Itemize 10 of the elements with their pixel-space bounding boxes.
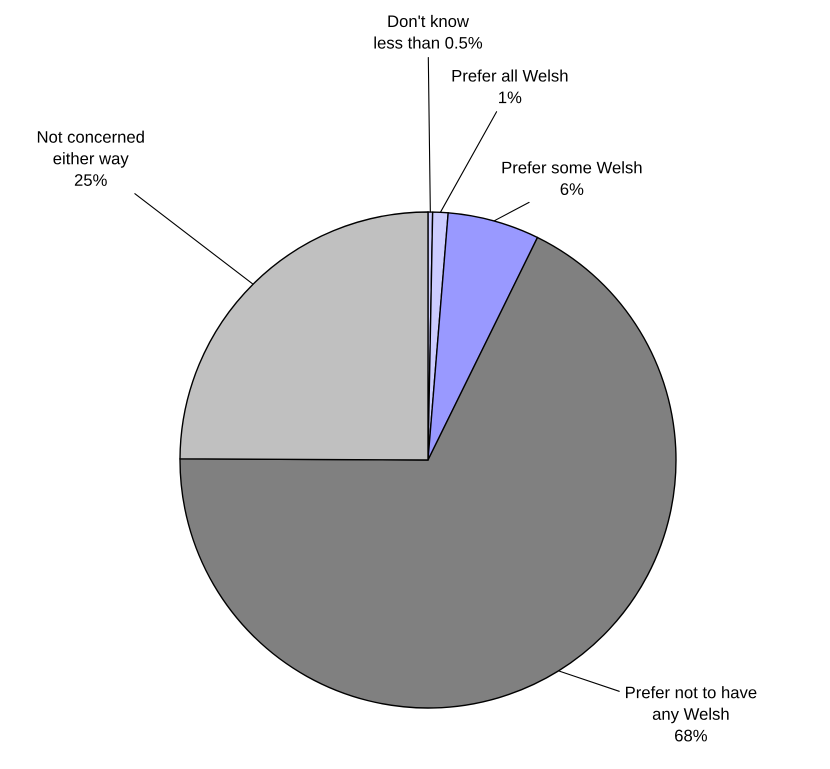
slice-label: Not concerned either way — [38, 130, 144, 168]
slice-label: Prefer all Welsh — [452, 69, 568, 82]
data-label: less than 0.5% — [374, 36, 482, 49]
data-label: 1% — [499, 92, 522, 104]
slice-label: Prefer some Welsh — [502, 161, 642, 174]
slice-label: Don't know — [388, 14, 470, 28]
slice-label: Prefer not to have any Welsh — [626, 686, 756, 724]
data-label: 25% — [74, 174, 107, 186]
data-label: 6% — [560, 183, 584, 196]
data-label: 68% — [675, 730, 707, 742]
